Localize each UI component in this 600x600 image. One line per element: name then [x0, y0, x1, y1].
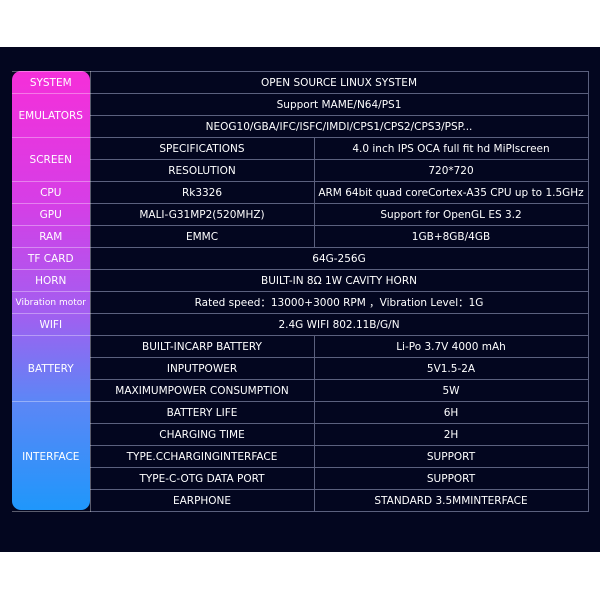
- table-row-emulators: EMULATORS Support MAME/N64/PS1: [12, 93, 589, 138]
- cell-name: MAXIMUMPOWER CONSUMPTION: [89, 379, 315, 402]
- cell-value: 2H: [313, 423, 589, 446]
- row-label: BATTERY: [12, 335, 91, 402]
- row-label: Vibration motor: [12, 291, 91, 314]
- cell-value: OPEN SOURCE LINUX SYSTEM: [89, 71, 589, 94]
- cell-name: BUILT-INCARP BATTERY: [89, 335, 315, 358]
- cell-name: SPECIFICATIONS: [89, 137, 315, 160]
- spec-table: SYSTEM OPEN SOURCE LINUX SYSTEM EMULATOR…: [12, 71, 589, 512]
- cell-name: TYPE.CCHARGINGINTERFACE: [89, 445, 315, 468]
- table-row-gpu: GPU MALI-G31MP2(520MHZ) Support for Open…: [12, 203, 589, 226]
- cell-value: 64G-256G: [89, 247, 589, 270]
- cell-value: NEOG10/GBA/IFC/ISFC/IMDI/CPS1/CPS2/CPS3/…: [89, 115, 589, 138]
- row-label: SYSTEM: [12, 71, 91, 94]
- table-row: TYPE-C-OTG DATA PORT SUPPORT: [12, 467, 589, 490]
- table-row-battery: BATTERY BUILT-INCARP BATTERY Li-Po 3.7V …: [12, 335, 589, 402]
- row-label: TF CARD: [12, 247, 91, 270]
- table-row-system: SYSTEM OPEN SOURCE LINUX SYSTEM: [12, 71, 589, 94]
- cell-value: SUPPORT: [313, 467, 589, 490]
- cell-value: Support MAME/N64/PS1: [89, 93, 589, 116]
- cell-value: 6H: [313, 401, 589, 424]
- table-row: INPUTPOWER 5V1.5-2A: [12, 357, 589, 380]
- cell-name: BATTERY LIFE: [89, 401, 315, 424]
- cell-value: Support for OpenGL ES 3.2: [313, 203, 589, 226]
- cell-value: 5V1.5-2A: [313, 357, 589, 380]
- cell-name: TYPE-C-OTG DATA PORT: [89, 467, 315, 490]
- table-row-ram: RAM EMMC 1GB+8GB/4GB: [12, 225, 589, 248]
- table-row: MAXIMUMPOWER CONSUMPTION 5W: [12, 379, 589, 402]
- row-label: SCREEN: [12, 137, 91, 182]
- cell-name: EARPHONE: [89, 489, 315, 512]
- table-row-tf-card: TF CARD 64G-256G: [12, 247, 589, 270]
- cell-name: RESOLUTION: [89, 159, 315, 182]
- row-label: HORN: [12, 269, 91, 292]
- table-row-horn: HORN BUILT-IN 8Ω 1W CAVITY HORN: [12, 269, 589, 292]
- cell-value: 2.4G WIFI 802.11B/G/N: [89, 313, 589, 336]
- cell-value: STANDARD 3.5MMINTERFACE: [313, 489, 589, 512]
- cell-name: INPUTPOWER: [89, 357, 315, 380]
- table-row-vibration: Vibration motor Rated speed：13000+3000 R…: [12, 291, 589, 314]
- cell-value: SUPPORT: [313, 445, 589, 468]
- cell-value: ARM 64bit quad coreCortex-A35 CPU up to …: [313, 181, 589, 204]
- row-label: RAM: [12, 225, 91, 248]
- table-row: NEOG10/GBA/IFC/ISFC/IMDI/CPS1/CPS2/CPS3/…: [12, 115, 589, 138]
- cell-value: 4.0 inch IPS OCA full fit hd MiPlscreen: [313, 137, 589, 160]
- row-label: WIFI: [12, 313, 91, 336]
- row-label: EMULATORS: [12, 93, 91, 138]
- table-row: RESOLUTION 720*720: [12, 159, 589, 182]
- table-row-wifi: WIFI 2.4G WIFI 802.11B/G/N: [12, 313, 589, 336]
- cell-name: EMMC: [89, 225, 315, 248]
- table-row-cpu: CPU Rk3326 ARM 64bit quad coreCortex-A35…: [12, 181, 589, 204]
- row-label: GPU: [12, 203, 91, 226]
- cell-value: Rated speed：13000+3000 RPM ，Vibration Le…: [89, 291, 589, 314]
- table-row-interface: INTERFACE BATTERY LIFE 6H: [12, 401, 589, 512]
- row-label: CPU: [12, 181, 91, 204]
- table-row: TYPE.CCHARGINGINTERFACE SUPPORT: [12, 445, 589, 468]
- row-label: INTERFACE: [12, 401, 91, 512]
- cell-value: 1GB+8GB/4GB: [313, 225, 589, 248]
- cell-value: 5W: [313, 379, 589, 402]
- cell-name: MALI-G31MP2(520MHZ): [89, 203, 315, 226]
- cell-value: Li-Po 3.7V 4000 mAh: [313, 335, 589, 358]
- table-row-screen: SCREEN SPECIFICATIONS 4.0 inch IPS OCA f…: [12, 137, 589, 182]
- cell-value: 720*720: [313, 159, 589, 182]
- cell-value: BUILT-IN 8Ω 1W CAVITY HORN: [89, 269, 589, 292]
- cell-name: CHARGING TIME: [89, 423, 315, 446]
- table-row: CHARGING TIME 2H: [12, 423, 589, 446]
- cell-name: Rk3326: [89, 181, 315, 204]
- table-row: EARPHONE STANDARD 3.5MMINTERFACE: [12, 489, 589, 512]
